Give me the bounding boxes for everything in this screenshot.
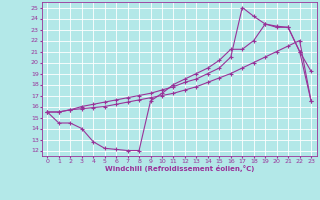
X-axis label: Windchill (Refroidissement éolien,°C): Windchill (Refroidissement éolien,°C) — [105, 165, 254, 172]
